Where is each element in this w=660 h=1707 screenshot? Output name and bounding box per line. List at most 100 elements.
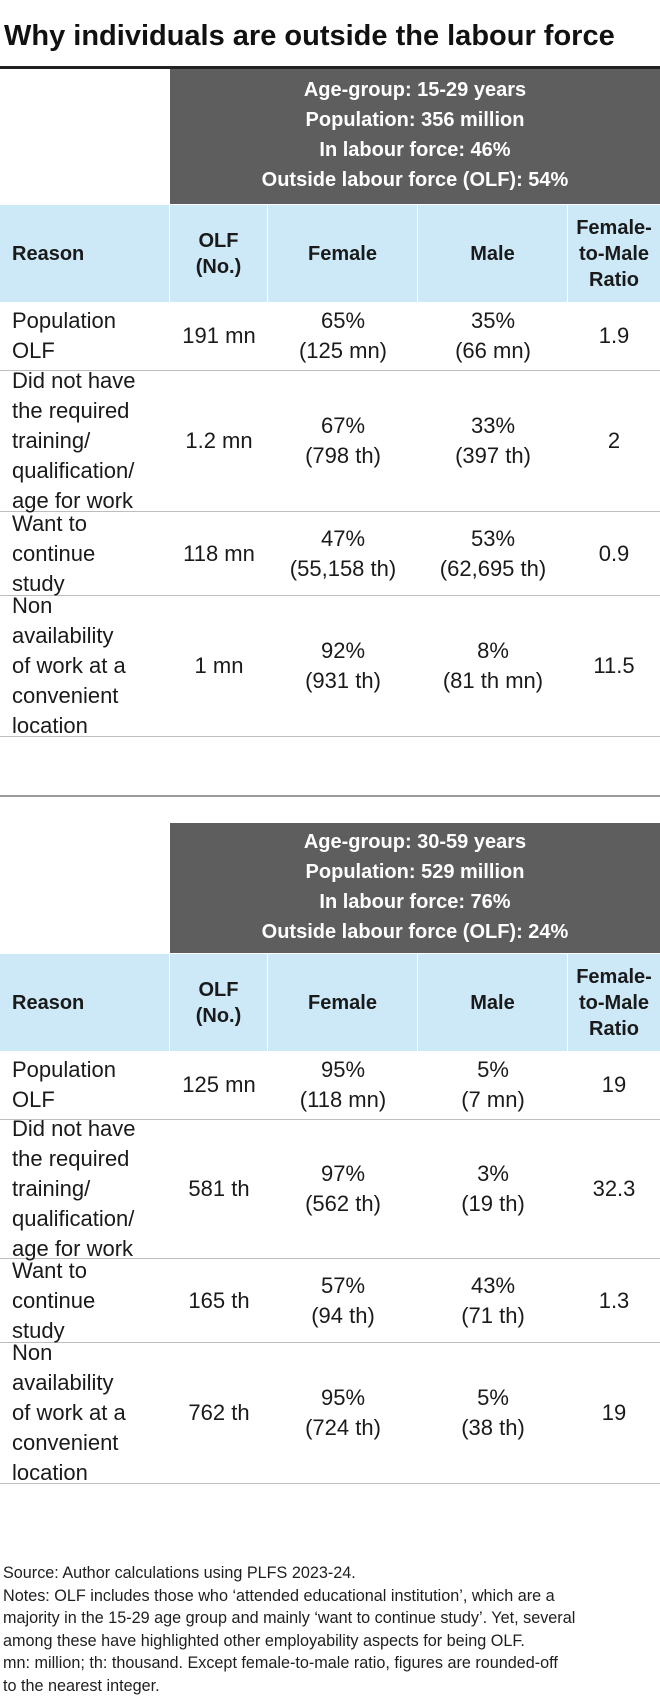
table-row: Population OLF 191 mn 65% (125 mn) 35% (66 mn)…: [0, 302, 660, 371]
banner-line: Population: 356 million: [305, 109, 525, 131]
ratio-cell: 1.9: [598, 323, 630, 348]
reason-cell: Non availability of work at a convenient loc…: [0, 593, 170, 738]
female-line: (125 mn): [298, 338, 388, 363]
ratio-header: Female-to-Male Ratio: [568, 205, 660, 302]
olf-cell: 1.2 mn: [185, 428, 253, 453]
reason-line: qualification/: [12, 1206, 135, 1231]
olf-cell: 762 th: [188, 1400, 250, 1425]
male-header: Male: [418, 954, 568, 1051]
reason-header: Reason: [0, 954, 170, 1051]
male-value: 35% (66 mn): [455, 306, 531, 366]
table-row: Non availability of work at a convenient loc…: [0, 593, 660, 738]
reason-cell: Did not have the required training/qualifi…: [0, 368, 170, 513]
male-line: 43%: [470, 1272, 516, 1298]
reason-header-text: Reason: [12, 990, 84, 1016]
reason-line: study: [12, 1317, 65, 1343]
female-line: 67%: [320, 413, 366, 438]
ratio-cell: 1.3: [598, 1287, 630, 1313]
olf-cell: 165 th: [188, 1287, 250, 1313]
male-cell: 5% (38 th): [418, 1343, 568, 1483]
table-row: Did not have the required training/qualifi…: [0, 1116, 660, 1261]
male-line: (7 mn): [461, 1087, 525, 1112]
reason-line: convenient: [12, 1430, 119, 1455]
female-cell: 97% (562 th): [268, 1120, 418, 1258]
female-cell: 57% (94 th): [268, 1259, 418, 1342]
table-header: Reason OLF (No.) Female Male Female-to-Male Ra…: [0, 953, 660, 1051]
male-cell: 3% (19 th): [418, 1120, 568, 1258]
notes-line: to the nearest integer.: [3, 1676, 160, 1695]
reason-line: Population: [12, 308, 116, 333]
female-header: Female: [268, 954, 418, 1051]
reason-text: Want to continue study: [12, 509, 95, 599]
banner-row: Age-group: 15-29 years Population: 356 mi…: [0, 69, 660, 204]
reason-line: continue: [12, 1287, 96, 1313]
male-line: (62,695 th): [439, 555, 547, 581]
male-cell: 35% (66 mn): [418, 302, 568, 370]
olf-cell: 1 mn: [194, 653, 244, 678]
reason-line: training/: [12, 428, 91, 453]
female-line: 95%: [320, 1057, 366, 1082]
ratio-header-text: Female-to-Male Ratio: [576, 215, 652, 293]
male-line: (66 mn): [455, 338, 531, 363]
reason-text: Did not have the required training/qualifi…: [12, 1114, 136, 1264]
banner-spacer: [0, 69, 170, 204]
header-line: Female: [308, 242, 377, 265]
male-cell: 53% (62,695 th): [418, 512, 568, 595]
notes-line: Notes: OLF includes those who ‘attended …: [3, 1586, 555, 1605]
female-line: 92%: [320, 638, 366, 663]
male-value: 5% (38 th): [461, 1383, 525, 1443]
reason-text: Non availability of work at a convenient loc…: [12, 591, 126, 741]
female-line: (798 th): [305, 443, 381, 468]
source-notes: Source: Author calculations using PLFS 2…: [3, 1562, 657, 1697]
olf-header: OLF (No.): [170, 954, 268, 1051]
reason-cell: Want to continue study: [0, 511, 170, 596]
female-line: (94 th): [311, 1302, 375, 1328]
table-row: Want to continue study 118 mn 47% (55,158 th)…: [0, 511, 660, 596]
header-line: to-Male: [579, 991, 649, 1014]
table-15-29: Age-group: 15-29 years Population: 356 mi…: [0, 69, 660, 738]
reason-text: Population OLF: [12, 1055, 116, 1115]
ratio-header: Female-to-Male Ratio: [568, 954, 660, 1051]
male-line: 5%: [477, 1057, 509, 1082]
ratio-cell: 19: [601, 1072, 627, 1097]
reason-cell: Want to continue study: [0, 1258, 170, 1343]
male-cell: 33% (397 th): [418, 371, 568, 511]
female-value: 97% (562 th): [305, 1159, 381, 1219]
header-line: OLF: [198, 229, 239, 252]
reason-cell: Population OLF: [0, 1051, 170, 1119]
banner-line: Age-group: 30-59 years: [303, 831, 527, 853]
header-line: Reason: [12, 242, 85, 265]
female-value: 92% (931 th): [305, 636, 381, 696]
olf-cell: 581 th: [188, 1176, 250, 1201]
header-line: Female: [308, 991, 377, 1014]
reason-line: OLF: [12, 338, 55, 363]
male-cell: 5% (7 mn): [418, 1051, 568, 1119]
male-line: (71 th): [461, 1302, 525, 1328]
reason-cell: Did not have the required training/qualifi…: [0, 1116, 170, 1261]
header-line: to-Male: [579, 242, 649, 265]
female-header: Female: [268, 205, 418, 302]
female-cell: 95% (118 mn): [268, 1051, 418, 1119]
ratio-cell: 0.9: [598, 540, 630, 566]
reason-line: of work at a: [12, 1400, 126, 1425]
section-divider: [0, 795, 660, 797]
reason-line: availability: [12, 623, 114, 648]
male-line: 33%: [470, 413, 516, 438]
summary-banner: Age-group: 15-29 years Population: 356 mi…: [170, 69, 660, 204]
female-header-text: Female: [308, 990, 377, 1016]
reason-line: age for work: [12, 1236, 134, 1261]
reason-cell: Non availability of work at a convenient loc…: [0, 1340, 170, 1485]
reason-line: age for work: [12, 488, 134, 513]
male-line: (19 th): [461, 1191, 525, 1216]
reason-line: location: [12, 1460, 88, 1485]
female-line: 95%: [320, 1385, 366, 1410]
male-line: 53%: [470, 525, 516, 551]
male-header-text: Male: [470, 990, 514, 1016]
male-cell: 43% (71 th): [418, 1259, 568, 1342]
olf-cell: 118 mn: [183, 540, 255, 566]
female-header-text: Female: [308, 241, 377, 267]
reason-line: training/: [12, 1176, 91, 1201]
header-line: (No.): [195, 255, 242, 278]
female-line: 57%: [320, 1272, 366, 1298]
table-30-59: Age-group: 30-59 years Population: 529 mi…: [0, 823, 660, 1485]
